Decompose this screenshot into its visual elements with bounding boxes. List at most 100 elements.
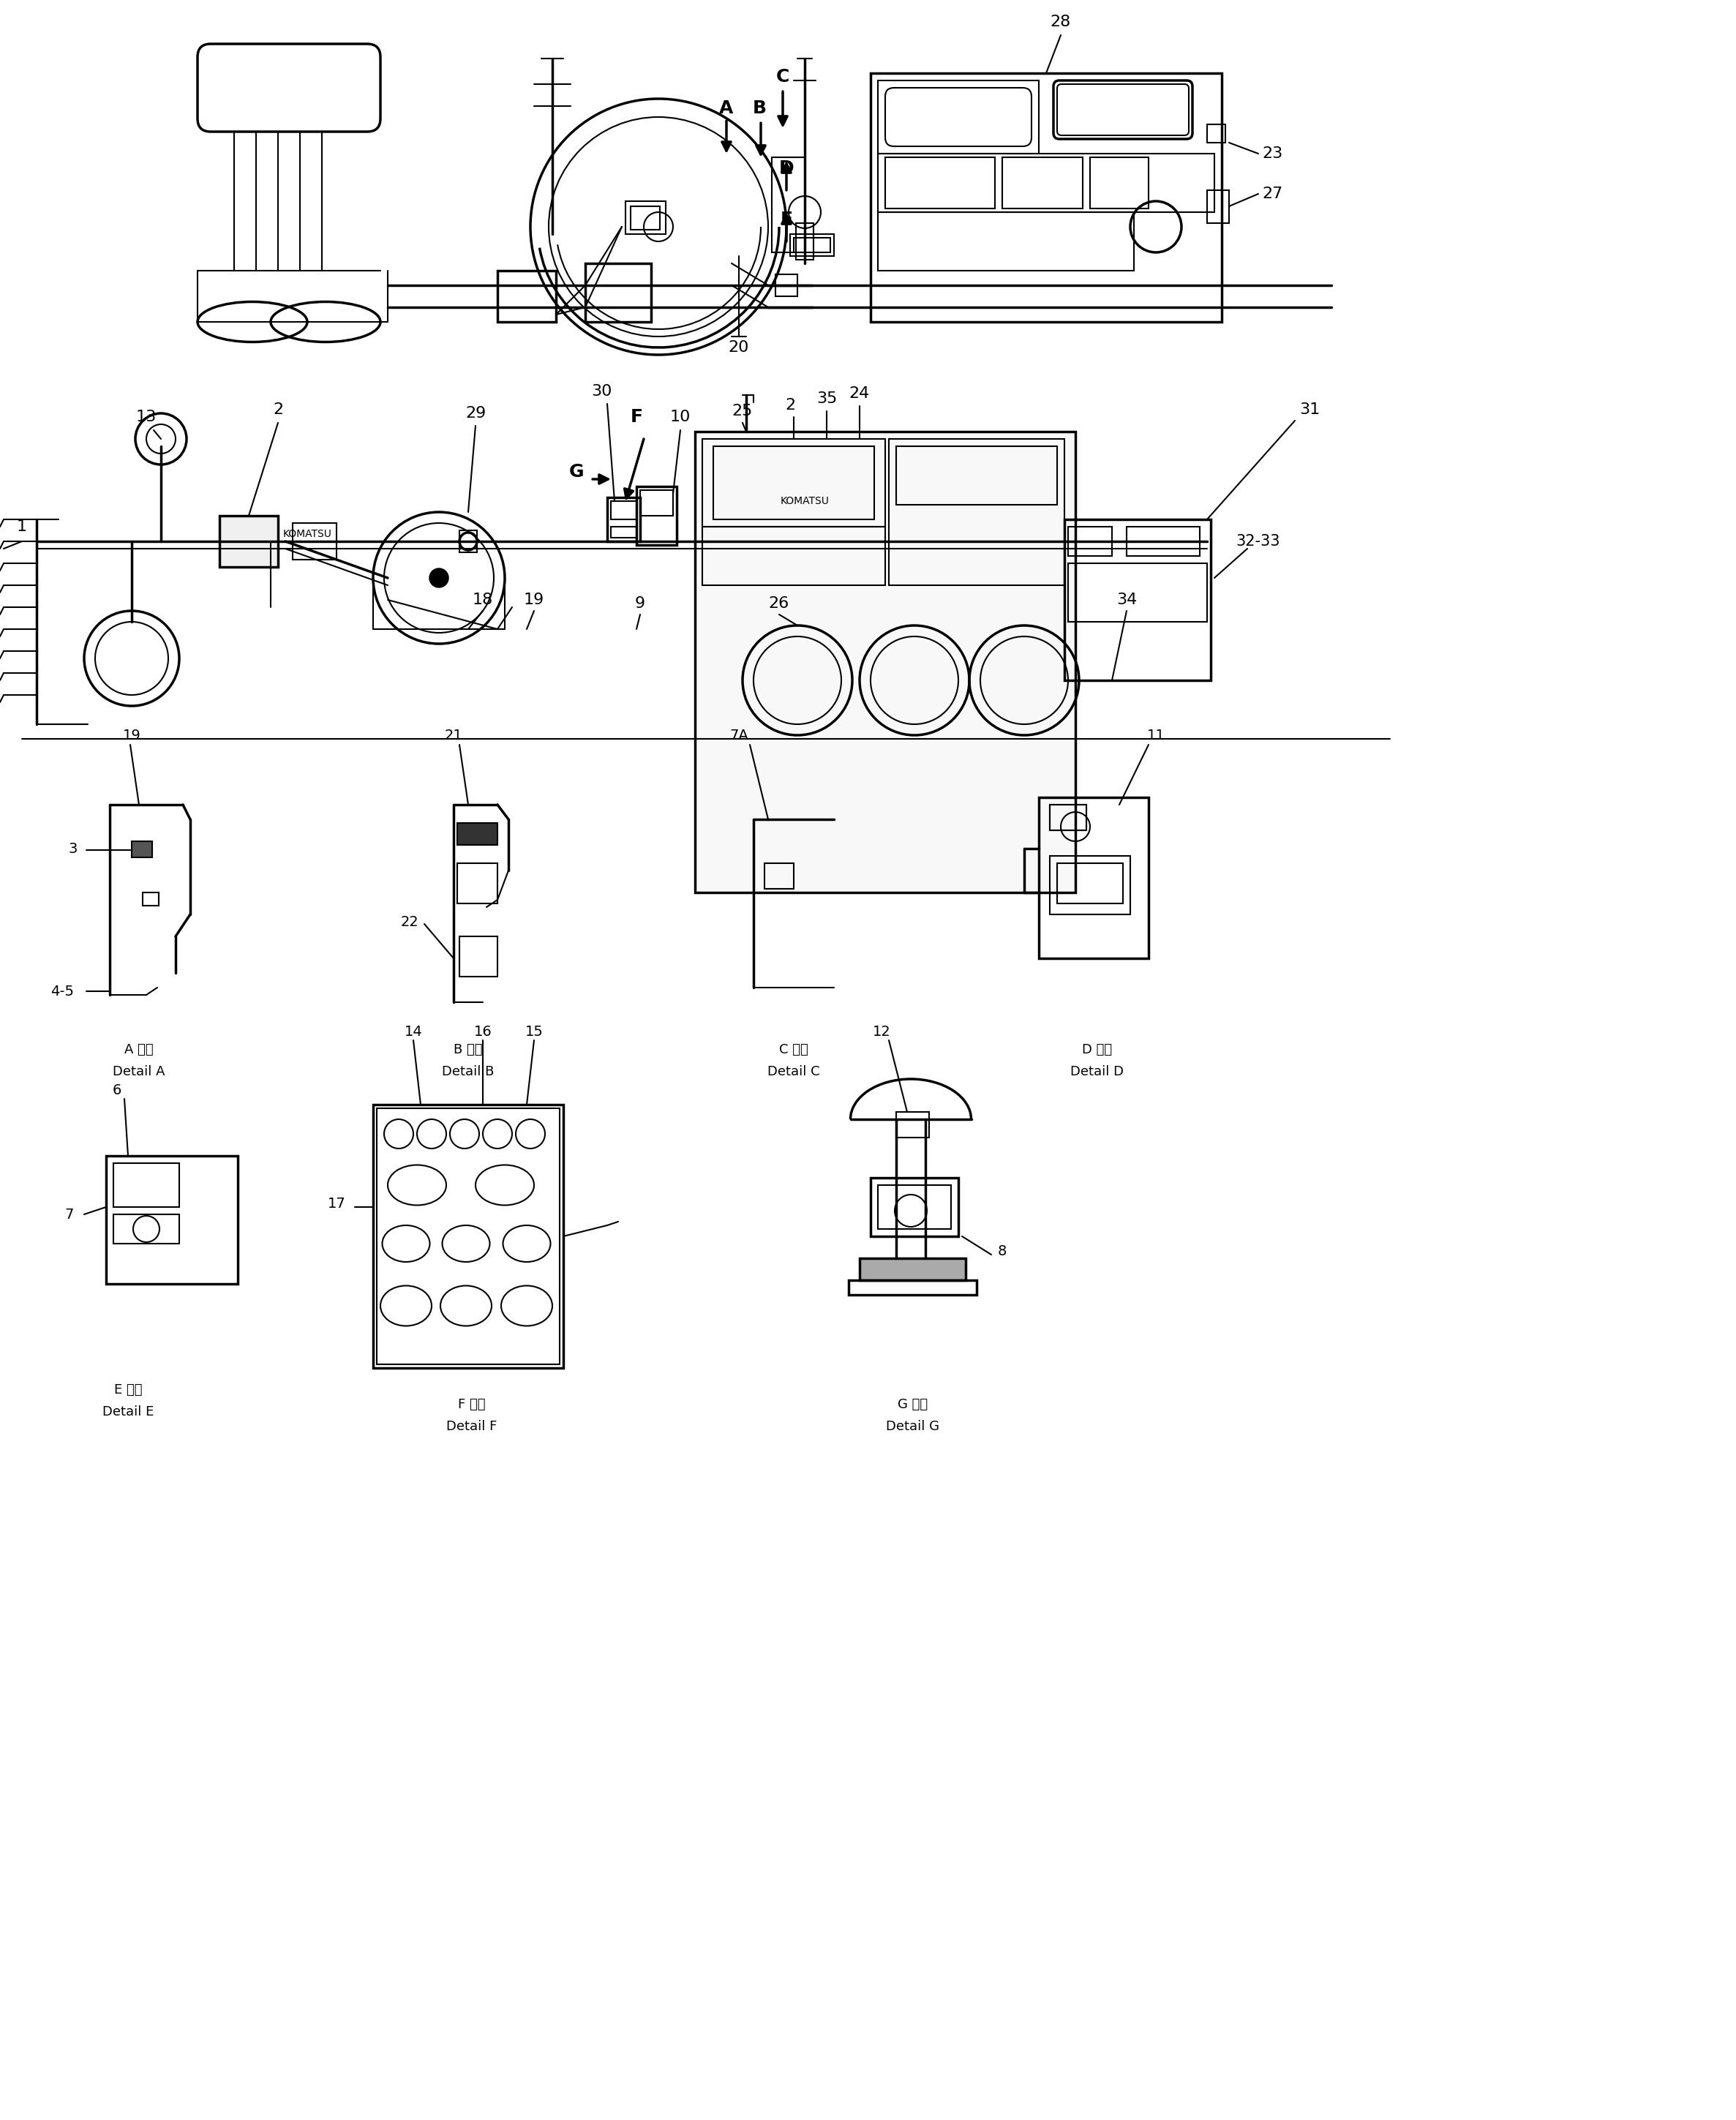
Bar — [878, 1185, 951, 1230]
Text: C: C — [776, 68, 790, 85]
Bar — [585, 263, 651, 322]
Bar — [1207, 191, 1229, 223]
Text: 17: 17 — [328, 1196, 345, 1211]
Bar — [219, 515, 278, 566]
Text: B 詳細: B 詳細 — [453, 1043, 483, 1056]
Bar — [1207, 125, 1226, 142]
Bar — [703, 439, 885, 526]
Text: 25: 25 — [733, 403, 753, 418]
Text: F 詳細: F 詳細 — [458, 1397, 486, 1412]
Text: Detail F: Detail F — [446, 1420, 496, 1433]
Text: Detail G: Detail G — [887, 1420, 939, 1433]
Bar — [625, 201, 665, 233]
Text: 12: 12 — [873, 1024, 891, 1039]
Bar — [896, 445, 1057, 505]
Bar — [885, 157, 995, 208]
Text: Detail B: Detail B — [443, 1064, 495, 1079]
Text: F: F — [630, 409, 642, 426]
Bar — [1057, 863, 1123, 903]
Bar — [1064, 519, 1210, 681]
Text: 7A: 7A — [729, 729, 748, 742]
Text: 32-33: 32-33 — [1236, 534, 1281, 549]
Text: 20: 20 — [729, 339, 750, 354]
Text: KOMATSU: KOMATSU — [779, 496, 830, 507]
Bar — [106, 1155, 238, 1285]
Bar — [878, 212, 1134, 271]
Bar — [460, 530, 477, 553]
Bar — [630, 206, 660, 229]
Text: 28: 28 — [1050, 15, 1071, 30]
Text: 18: 18 — [472, 594, 493, 606]
Bar — [293, 524, 337, 560]
Text: D 詳細: D 詳細 — [1082, 1043, 1113, 1056]
Text: 22: 22 — [401, 916, 418, 929]
Text: 2: 2 — [785, 399, 795, 413]
Bar — [641, 490, 674, 515]
Text: E: E — [779, 210, 793, 229]
Bar — [460, 937, 498, 977]
Bar — [795, 223, 814, 259]
Text: C 詳細: C 詳細 — [779, 1043, 809, 1056]
Bar — [1038, 797, 1149, 958]
Text: 10: 10 — [670, 409, 691, 424]
Bar — [849, 1280, 977, 1295]
Text: 15: 15 — [524, 1024, 543, 1039]
Text: G 詳細: G 詳細 — [898, 1397, 929, 1412]
Text: 29: 29 — [465, 407, 486, 420]
Bar — [457, 823, 498, 846]
Bar — [694, 432, 1075, 893]
Bar — [498, 271, 556, 322]
Text: 6: 6 — [113, 1083, 122, 1096]
Text: Detail E: Detail E — [102, 1406, 155, 1418]
Bar — [870, 1179, 958, 1236]
Bar — [113, 1215, 179, 1244]
Text: 1: 1 — [17, 519, 28, 534]
Bar — [878, 153, 1215, 212]
Bar — [1050, 806, 1087, 831]
Bar — [1127, 526, 1200, 555]
Bar — [377, 1109, 559, 1365]
Bar — [611, 526, 637, 538]
Bar — [859, 1259, 965, 1280]
Bar — [637, 485, 677, 545]
Text: 26: 26 — [769, 596, 790, 611]
Text: 35: 35 — [816, 392, 837, 407]
Text: 31: 31 — [1299, 403, 1319, 418]
Text: 4-5: 4-5 — [50, 984, 75, 999]
Text: 7: 7 — [64, 1208, 75, 1221]
Text: KOMATSU: KOMATSU — [283, 528, 332, 538]
Text: 19: 19 — [524, 594, 545, 606]
Bar — [132, 842, 153, 856]
Bar — [703, 526, 885, 585]
Bar — [1050, 806, 1087, 831]
Bar — [878, 81, 1038, 153]
Text: 3: 3 — [69, 842, 78, 856]
Text: 14: 14 — [404, 1024, 422, 1039]
Bar — [1068, 564, 1207, 621]
Bar — [896, 1111, 929, 1138]
Bar — [713, 445, 875, 519]
Text: D: D — [779, 159, 793, 178]
Text: G: G — [569, 462, 583, 481]
Text: Detail A: Detail A — [113, 1064, 165, 1079]
Circle shape — [431, 568, 448, 587]
Text: 23: 23 — [1262, 146, 1283, 161]
Bar — [457, 863, 498, 903]
Bar — [793, 237, 830, 252]
Text: B: B — [752, 100, 766, 117]
Bar — [889, 439, 1064, 585]
Text: 30: 30 — [590, 384, 611, 399]
Bar — [608, 498, 641, 541]
Text: E 詳細: E 詳細 — [115, 1384, 142, 1397]
Text: 8: 8 — [998, 1244, 1007, 1257]
Text: 24: 24 — [849, 386, 870, 401]
Text: Detail C: Detail C — [767, 1064, 819, 1079]
Bar — [870, 74, 1222, 322]
Text: 34: 34 — [1116, 594, 1137, 606]
Bar — [611, 500, 637, 519]
Text: 9: 9 — [635, 596, 646, 611]
Text: 13: 13 — [135, 409, 156, 424]
Text: 16: 16 — [474, 1024, 491, 1039]
Bar — [790, 233, 833, 257]
Bar — [776, 273, 797, 297]
